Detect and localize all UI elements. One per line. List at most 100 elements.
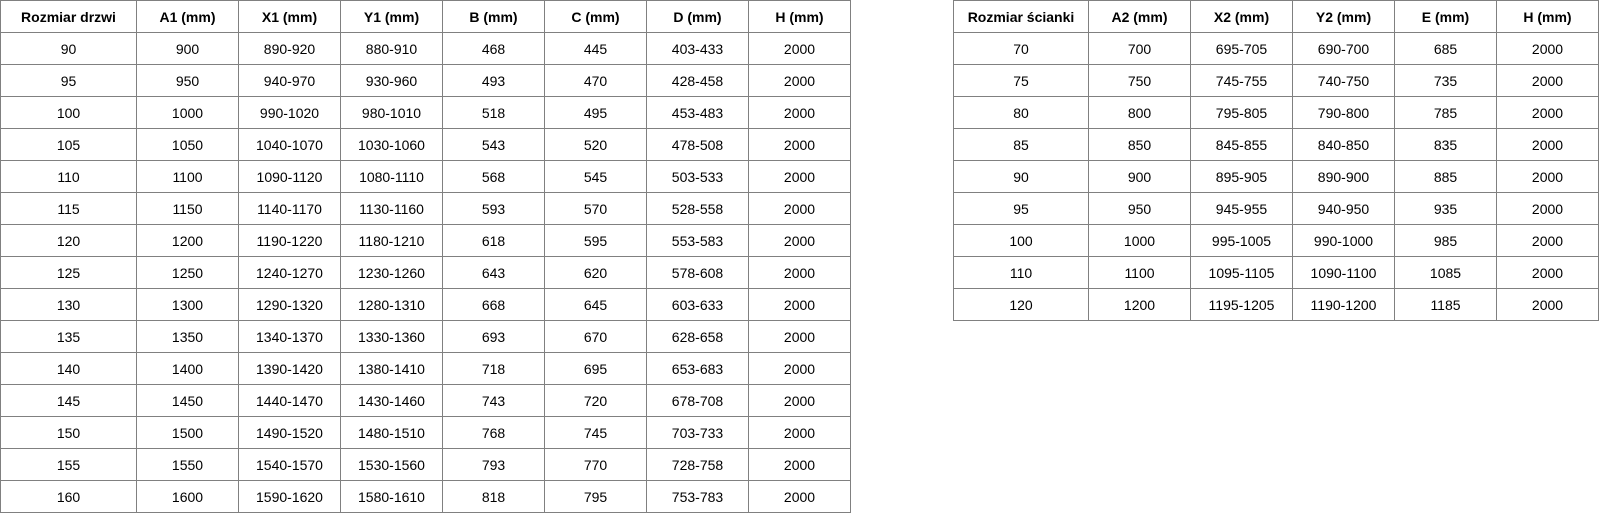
- column-header: B (mm): [442, 0, 545, 33]
- table-row: 80 800 795-805 790-800 785 2000: [953, 96, 1599, 129]
- table-row: 110 1100 1095-1105 1090-1100 1085 2000: [953, 256, 1599, 289]
- table-cell: 2000: [1496, 128, 1599, 161]
- table-cell: 2000: [748, 224, 851, 257]
- table-cell: 2000: [1496, 288, 1599, 321]
- table-cell: 690-700: [1292, 32, 1395, 65]
- table-row: 110 1100 1090-1120 1080-1110 568 545 503-533 20…: [0, 160, 851, 193]
- table-cell: 493: [442, 64, 545, 97]
- table-cell: 2000: [748, 480, 851, 513]
- table-cell: 2000: [748, 96, 851, 129]
- table-cell: 520: [544, 128, 647, 161]
- table-cell: 155: [0, 448, 137, 481]
- table-cell: 2000: [748, 320, 851, 353]
- table-cell: 1050: [136, 128, 239, 161]
- table-cell: 2000: [748, 64, 851, 97]
- table-cell: 1290-1320: [238, 288, 341, 321]
- column-header: Rozmiar drzwi: [0, 0, 137, 33]
- column-header: H (mm): [1496, 0, 1599, 33]
- table-cell: 140: [0, 352, 137, 385]
- table-cell: 403-433: [646, 32, 749, 65]
- table-cell: 1480-1510: [340, 416, 443, 449]
- table-cell: 845-855: [1190, 128, 1293, 161]
- table-row: 120 1200 1190-1220 1180-1210 618 595 553-583 20…: [0, 224, 851, 257]
- table-cell: 1190-1220: [238, 224, 341, 257]
- table-cell: 720: [544, 384, 647, 417]
- table-cell: 110: [0, 160, 137, 193]
- table-cell: 85: [953, 128, 1089, 161]
- table-cell: 2000: [748, 352, 851, 385]
- table-cell: 2000: [748, 416, 851, 449]
- table-cell: 1540-1570: [238, 448, 341, 481]
- table-cell: 568: [442, 160, 545, 193]
- table-cell: 2000: [1496, 160, 1599, 193]
- table-row: 120 1200 1195-1205 1190-1200 1185 2000: [953, 288, 1599, 321]
- table-cell: 795: [544, 480, 647, 513]
- column-header: Y1 (mm): [340, 0, 443, 33]
- table-row: 70 700 695-705 690-700 685 2000: [953, 32, 1599, 65]
- table-cell: 115: [0, 192, 137, 225]
- table-cell: 453-483: [646, 96, 749, 129]
- table-cell: 818: [442, 480, 545, 513]
- table-cell: 2000: [748, 32, 851, 65]
- wall-size-table: Rozmiar ścianki A2 (mm) X2 (mm) Y2 (mm) E (m…: [953, 0, 1599, 321]
- table-cell: 2000: [748, 160, 851, 193]
- column-header: E (mm): [1394, 0, 1497, 33]
- table-cell: 1280-1310: [340, 288, 443, 321]
- table-cell: 1330-1360: [340, 320, 443, 353]
- table-cell: 2000: [1496, 224, 1599, 257]
- table-cell: 885: [1394, 160, 1497, 193]
- table-row: 100 1000 995-1005 990-1000 985 2000: [953, 224, 1599, 257]
- table-cell: 1140-1170: [238, 192, 341, 225]
- table-cell: 2000: [748, 288, 851, 321]
- table-cell: 1300: [136, 288, 239, 321]
- table-cell: 693: [442, 320, 545, 353]
- table-cell: 495: [544, 96, 647, 129]
- table-cell: 543: [442, 128, 545, 161]
- table-row: 90 900 895-905 890-900 885 2000: [953, 160, 1599, 193]
- table-row: 160 1600 1590-1620 1580-1610 818 795 753-783 20…: [0, 480, 851, 513]
- table-cell: 75: [953, 64, 1089, 97]
- table-cell: 1095-1105: [1190, 256, 1293, 289]
- table-cell: 1200: [136, 224, 239, 257]
- table-cell: 603-633: [646, 288, 749, 321]
- table-cell: 2000: [748, 128, 851, 161]
- table-cell: 653-683: [646, 352, 749, 385]
- table-cell: 795-805: [1190, 96, 1293, 129]
- table-cell: 1090-1100: [1292, 256, 1395, 289]
- column-header: A2 (mm): [1088, 0, 1191, 33]
- table-cell: 95: [0, 64, 137, 97]
- column-header: C (mm): [544, 0, 647, 33]
- table-row: 100 1000 990-1020 980-1010 518 495 453-483 2000: [0, 96, 851, 129]
- table-cell: 545: [544, 160, 647, 193]
- table-cell: 120: [0, 224, 137, 257]
- table-cell: 1090-1120: [238, 160, 341, 193]
- table-cell: 940-950: [1292, 192, 1395, 225]
- table-cell: 700: [1088, 32, 1191, 65]
- table-cell: 1040-1070: [238, 128, 341, 161]
- table-cell: 703-733: [646, 416, 749, 449]
- table-cell: 1030-1060: [340, 128, 443, 161]
- table-cell: 1430-1460: [340, 384, 443, 417]
- table-cell: 90: [953, 160, 1089, 193]
- table-cell: 1530-1560: [340, 448, 443, 481]
- table-cell: 1230-1260: [340, 256, 443, 289]
- table-cell: 1150: [136, 192, 239, 225]
- table-cell: 1250: [136, 256, 239, 289]
- table-row: 155 1550 1540-1570 1530-1560 793 770 728-758 20…: [0, 448, 851, 481]
- table-cell: 2000: [748, 256, 851, 289]
- table-cell: 2000: [748, 384, 851, 417]
- table-cell: 1195-1205: [1190, 288, 1293, 321]
- table-cell: 685: [1394, 32, 1497, 65]
- table-cell: 895-905: [1190, 160, 1293, 193]
- table-cell: 518: [442, 96, 545, 129]
- table-cell: 2000: [1496, 192, 1599, 225]
- table-cell: 105: [0, 128, 137, 161]
- table-cell: 890-920: [238, 32, 341, 65]
- table-row: 125 1250 1240-1270 1230-1260 643 620 578-608 20…: [0, 256, 851, 289]
- table-cell: 985: [1394, 224, 1497, 257]
- table-cell: 940-970: [238, 64, 341, 97]
- table-cell: 793: [442, 448, 545, 481]
- table-cell: 835: [1394, 128, 1497, 161]
- table-row: 105 1050 1040-1070 1030-1060 543 520 478-508 20…: [0, 128, 851, 161]
- table-cell: 1440-1470: [238, 384, 341, 417]
